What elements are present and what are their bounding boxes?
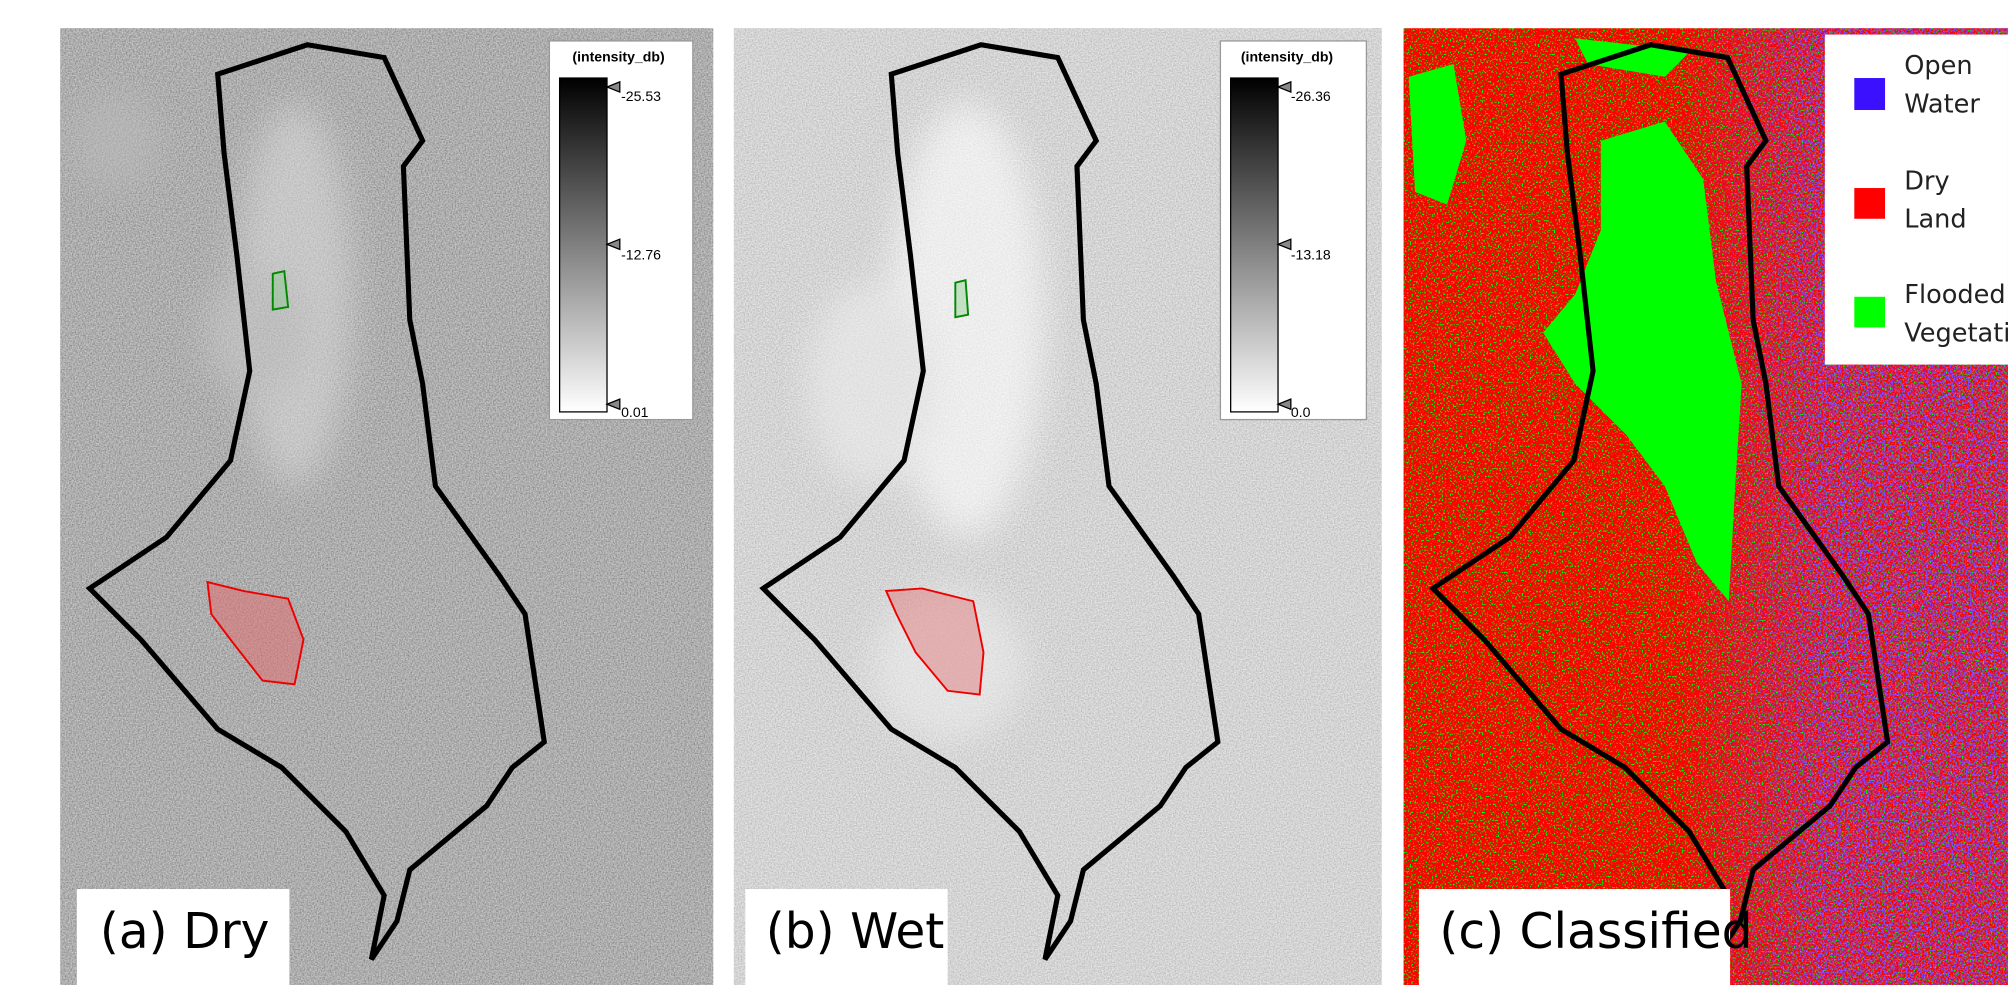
legend-label: Flooded (1904, 280, 2005, 310)
panel-label: (b) Wet (766, 904, 945, 960)
legend-label: Vegetation (1904, 319, 2008, 349)
legend-swatch (1854, 78, 1885, 110)
legend-label: Land (1904, 205, 1966, 235)
panel-classified: Open Water Dry Land Flooded Vegetation (… (1404, 28, 2008, 985)
colorbar-tick: 0.01 (621, 404, 649, 420)
panel-dry: (intensity_db) -25.53 -12.76 0.01 (a) Dr… (60, 28, 713, 985)
colorbar-tick: -12.76 (621, 247, 661, 263)
colorbar-title: (intensity_db) (572, 48, 664, 64)
legend-swatch (1854, 188, 1885, 219)
colorbar-tick: -13.18 (1291, 247, 1331, 263)
colorbar-tick: 0.0 (1291, 404, 1311, 420)
panel-label: (c) Classified (1439, 904, 1752, 960)
colorbar-tick: -25.53 (621, 88, 661, 104)
panel-wet: (intensity_db) -26.36 -13.18 0.0 (b) Wet (734, 28, 1382, 985)
legend-label: Water (1904, 90, 1980, 120)
legend-swatch (1854, 297, 1885, 328)
legend-label: Open (1904, 51, 1972, 81)
panel-label: (a) Dry (100, 904, 269, 960)
colorbar-tick: -26.36 (1291, 88, 1331, 104)
figure: (intensity_db) -25.53 -12.76 0.01 (a) Dr… (0, 0, 2008, 985)
legend-label: Dry (1904, 166, 1949, 196)
colorbar-title: (intensity_db) (1241, 48, 1333, 64)
